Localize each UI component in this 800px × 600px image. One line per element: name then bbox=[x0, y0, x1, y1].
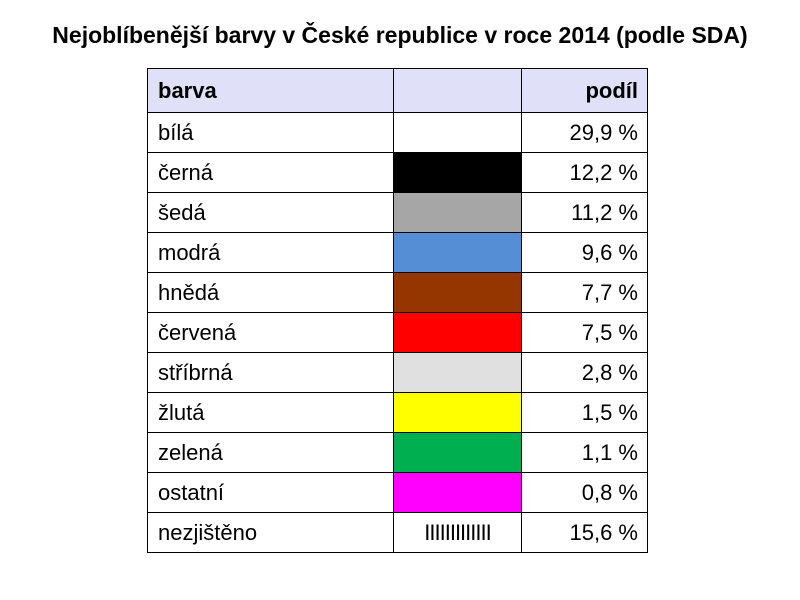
chart-title: Nejoblíbenější barvy v České republice v… bbox=[52, 22, 748, 48]
table-header-row: barva podíl bbox=[147, 68, 648, 113]
color-swatch bbox=[393, 392, 522, 433]
color-name: šedá bbox=[147, 192, 394, 233]
color-share-value: 29,9 % bbox=[521, 112, 648, 153]
color-share-value: 0,8 % bbox=[521, 472, 648, 513]
table-row: ostatní 0,8 % bbox=[147, 472, 648, 513]
table-row: černá 12,2 % bbox=[147, 152, 648, 193]
color-swatch bbox=[393, 272, 522, 313]
color-name: zelená bbox=[147, 432, 394, 473]
color-name: černá bbox=[147, 152, 394, 193]
table-row: červená 7,5 % bbox=[147, 312, 648, 353]
color-share-value: 7,5 % bbox=[521, 312, 648, 353]
table-row: šedá 11,2 % bbox=[147, 192, 648, 233]
color-share-value: 12,2 % bbox=[521, 152, 648, 193]
color-share-value: 11,2 % bbox=[521, 192, 648, 233]
color-share-value: 15,6 % bbox=[521, 512, 648, 553]
color-name: stříbrná bbox=[147, 352, 394, 393]
color-share-value: 1,5 % bbox=[521, 392, 648, 433]
color-share-table: barva podíl bílá 29,9 % černá 12,2 % šedá 11,… bbox=[147, 68, 648, 553]
table-row: modrá 9,6 % bbox=[147, 232, 648, 273]
color-name: hnědá bbox=[147, 272, 394, 313]
table-row: stříbrná 2,8 % bbox=[147, 352, 648, 393]
table-row: bílá 29,9 % bbox=[147, 112, 648, 153]
color-swatch bbox=[393, 352, 522, 393]
color-share-value: 7,7 % bbox=[521, 272, 648, 313]
color-name: bílá bbox=[147, 112, 394, 153]
color-swatch bbox=[393, 192, 522, 233]
header-color-name: barva bbox=[147, 68, 394, 113]
color-swatch bbox=[393, 312, 522, 353]
color-name: žlutá bbox=[147, 392, 394, 433]
color-swatch bbox=[393, 112, 522, 153]
color-swatch bbox=[393, 152, 522, 193]
color-swatch bbox=[393, 232, 522, 273]
table-row: zelená 1,1 % bbox=[147, 432, 648, 473]
color-swatch: IIIIIIIIIIIII bbox=[393, 512, 522, 553]
color-swatch bbox=[393, 432, 522, 473]
color-share-value: 2,8 % bbox=[521, 352, 648, 393]
table-row: hnědá 7,7 % bbox=[147, 272, 648, 313]
color-swatch bbox=[393, 472, 522, 513]
color-share-value: 9,6 % bbox=[521, 232, 648, 273]
color-name: ostatní bbox=[147, 472, 394, 513]
color-name: modrá bbox=[147, 232, 394, 273]
header-share: podíl bbox=[521, 68, 648, 113]
header-swatch bbox=[393, 68, 522, 113]
color-share-value: 1,1 % bbox=[521, 432, 648, 473]
table-row: nezjištěno IIIIIIIIIIIII 15,6 % bbox=[147, 512, 648, 553]
color-name: červená bbox=[147, 312, 394, 353]
table-row: žlutá 1,5 % bbox=[147, 392, 648, 433]
color-name: nezjištěno bbox=[147, 512, 394, 553]
